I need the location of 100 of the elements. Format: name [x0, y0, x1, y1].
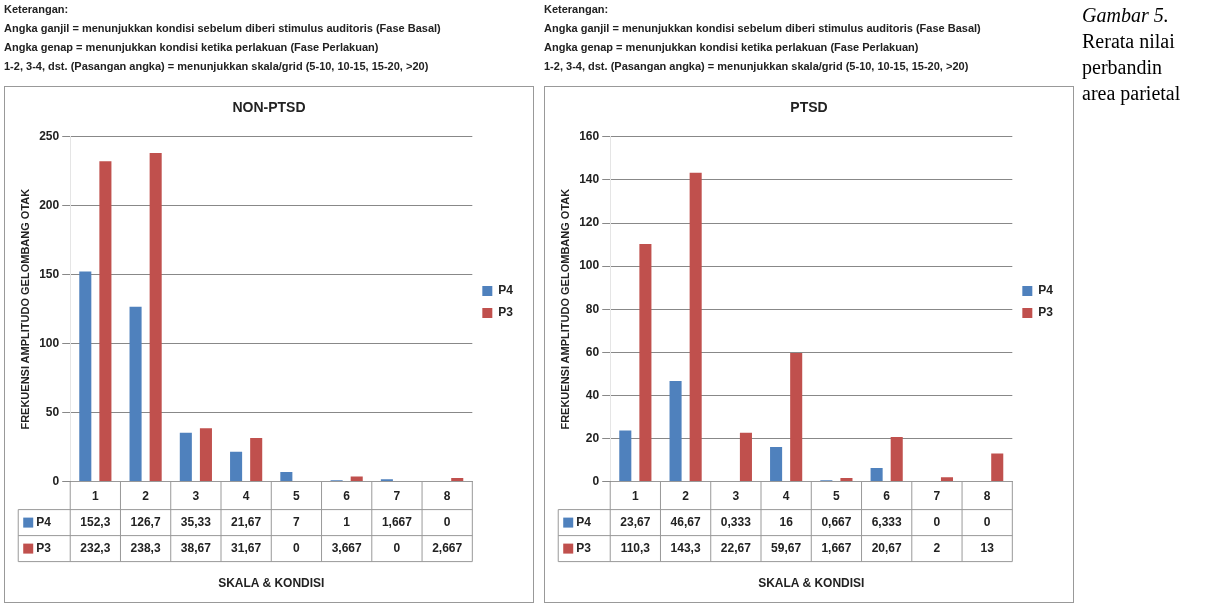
x-tick-label: 3 — [192, 489, 200, 504]
x-tick-label: 8 — [443, 489, 451, 504]
bar — [840, 478, 853, 482]
bar — [669, 381, 682, 482]
bar — [149, 152, 162, 482]
data-label: 238,3 — [130, 540, 161, 555]
bar — [689, 172, 702, 482]
x-tick-label: 1 — [632, 489, 640, 504]
y-tick-label: 0 — [592, 473, 600, 488]
x-tick-label: 6 — [883, 489, 891, 504]
data-label: 3,667 — [331, 540, 363, 555]
y-tick-label: 100 — [39, 335, 60, 350]
y-tick-label: 80 — [585, 301, 600, 316]
legend-label: P3 — [498, 305, 514, 320]
x-tick-label: 2 — [142, 489, 150, 504]
y-tick-label: 140 — [579, 172, 600, 187]
text: area parietal — [1082, 81, 1182, 106]
bar — [250, 437, 263, 482]
data-label: 1,667 — [381, 514, 413, 529]
data-label: 1 — [343, 514, 351, 529]
data-label: 0 — [293, 540, 301, 555]
data-label: 1,667 — [821, 540, 852, 555]
x-tick-label: 4 — [782, 489, 790, 504]
text: Angka ganjil = menunjukkan kondisi sebelum diberi stimulus auditoris (Fase Basal) — [544, 21, 982, 36]
y-tick-label: 100 — [579, 258, 600, 273]
chart-title: PTSD — [790, 99, 828, 116]
y-tick-label: 20 — [585, 430, 600, 445]
text: Keterangan: — [4, 2, 70, 17]
bar — [991, 453, 1004, 482]
text: Angka genap = menunjukkan kondisi ketika perlakuan (Fase Perlakuan) — [544, 40, 920, 55]
data-label: 2,667 — [432, 540, 463, 555]
data-label: 110,3 — [620, 540, 651, 555]
data-label: 0 — [933, 514, 941, 529]
y-axis-title: FREKUENSI AMPLITUDO GELOMBANG OTAK — [558, 188, 571, 430]
data-label: 0 — [443, 514, 451, 529]
legend-label: P4 — [576, 514, 592, 529]
data-label: 31,67 — [231, 540, 262, 555]
y-tick-label: 60 — [585, 344, 600, 359]
x-tick-label: 3 — [732, 489, 740, 504]
legend-label: P4 — [36, 514, 52, 529]
data-label: 13 — [980, 540, 995, 555]
x-tick-label: 4 — [242, 489, 250, 504]
y-tick-label: 0 — [52, 473, 60, 488]
data-label: 59,67 — [771, 540, 802, 555]
text: Angka ganjil = menunjukkan kondisi sebelum diberi stimulus auditoris (Fase Basal) — [4, 21, 442, 36]
bar — [199, 428, 212, 482]
y-axis-title: FREKUENSI AMPLITUDO GELOMBANG OTAK — [18, 188, 31, 430]
data-label: 232,3 — [80, 540, 111, 555]
data-label: 0,667 — [821, 514, 852, 529]
x-tick-label: 5 — [833, 489, 841, 504]
x-tick-label: 2 — [682, 489, 690, 504]
text: Angka genap = menunjukkan kondisi ketika perlakuan (Fase Perlakuan) — [4, 40, 380, 55]
y-tick-label: 50 — [45, 404, 60, 419]
bar — [639, 243, 652, 482]
x-tick-label: 8 — [983, 489, 991, 504]
bar — [280, 471, 293, 482]
data-label: 7 — [293, 514, 301, 529]
text: 1-2, 3-4, dst. (Pasangan angka) = menunjukkan skala/grid (5-10, 10-15, 15-20, >20) — [544, 59, 970, 74]
data-label: 22,67 — [720, 540, 752, 555]
x-tick-label: 1 — [92, 489, 100, 504]
y-tick-label: 250 — [39, 129, 60, 144]
data-label: 2 — [933, 540, 941, 555]
x-axis-title: SKALA & KONDISI — [758, 575, 865, 590]
bar — [230, 451, 243, 482]
text: P3 — [36, 540, 51, 555]
x-tick-label: 5 — [293, 489, 301, 504]
bar — [770, 447, 783, 482]
data-label: 46,67 — [670, 514, 701, 529]
data-label: 0 — [983, 514, 991, 529]
text: 1-2, 3-4, dst. (Pasangan angka) = menunjukkan skala/grid (5-10, 10-15, 15-20, >20) — [4, 59, 430, 74]
legend-label: P3 — [1038, 305, 1054, 320]
data-label: 35,33 — [180, 514, 212, 529]
x-tick-label: 7 — [933, 489, 941, 504]
text: Keterangan: — [544, 2, 610, 17]
data-label: 143,3 — [670, 540, 701, 555]
bar — [890, 437, 903, 482]
x-tick-label: 7 — [393, 489, 401, 504]
data-label: 16 — [779, 514, 794, 529]
chart-title: NON-PTSD — [232, 99, 306, 116]
bar — [790, 353, 803, 482]
text: P4 — [498, 283, 514, 298]
y-tick-label: 150 — [39, 267, 60, 282]
x-axis-title: SKALA & KONDISI — [218, 575, 325, 590]
data-label: 6,333 — [871, 514, 903, 529]
data-label: 23,67 — [620, 514, 651, 529]
data-label: 20,67 — [871, 540, 903, 555]
data-label: 38,67 — [180, 540, 212, 555]
data-label: 0,333 — [720, 514, 752, 529]
data-label: 126,7 — [130, 514, 161, 529]
data-label: 0 — [393, 540, 401, 555]
bar — [619, 430, 632, 482]
bar — [451, 477, 464, 482]
bar — [79, 271, 92, 482]
data-label: 21,67 — [231, 514, 262, 529]
text: P3 — [576, 540, 591, 555]
bar — [179, 432, 192, 482]
bar — [940, 477, 954, 482]
data-label: 152,3 — [80, 514, 111, 529]
y-tick-label: 160 — [579, 129, 600, 144]
y-tick-label: 200 — [39, 198, 60, 213]
